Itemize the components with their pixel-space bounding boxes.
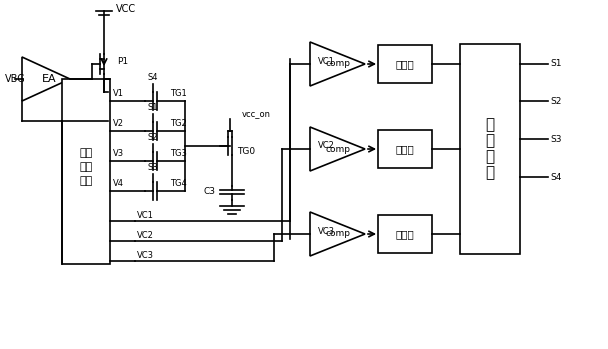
- Text: EA: EA: [42, 74, 57, 84]
- Bar: [378, 215, 432, 253]
- Text: 模块: 模块: [80, 177, 92, 186]
- Text: 电: 电: [485, 149, 494, 164]
- Text: V4: V4: [113, 179, 124, 188]
- Text: 路: 路: [485, 165, 494, 180]
- Text: P1: P1: [117, 57, 128, 66]
- Text: VC2: VC2: [318, 141, 335, 150]
- Text: comp: comp: [325, 230, 350, 238]
- Text: V3: V3: [113, 149, 124, 158]
- Text: 存储器: 存储器: [396, 144, 415, 154]
- Text: 分压: 分压: [80, 163, 92, 172]
- Text: S3: S3: [148, 163, 158, 172]
- Text: S1: S1: [550, 59, 562, 68]
- Text: TG4: TG4: [170, 178, 187, 187]
- Text: 电阻: 电阻: [80, 149, 92, 158]
- Text: 码: 码: [485, 134, 494, 149]
- Text: comp: comp: [325, 59, 350, 68]
- Text: TG3: TG3: [170, 149, 187, 157]
- Text: S4: S4: [148, 74, 158, 82]
- Text: VBG: VBG: [5, 74, 26, 84]
- Text: VC1: VC1: [318, 57, 335, 66]
- Text: 存储器: 存储器: [396, 59, 415, 69]
- Text: C3: C3: [204, 186, 216, 195]
- Text: S2: S2: [550, 97, 561, 105]
- Text: VC1: VC1: [137, 210, 154, 220]
- Bar: [62, 79, 110, 264]
- Text: V1: V1: [113, 89, 124, 98]
- Text: 译: 译: [485, 118, 494, 133]
- Text: VCC: VCC: [116, 4, 136, 14]
- Bar: [378, 130, 432, 168]
- Text: TG0: TG0: [237, 147, 255, 156]
- Text: VC2: VC2: [137, 230, 154, 239]
- Text: S2: S2: [148, 134, 158, 142]
- Text: VC3: VC3: [137, 251, 154, 260]
- Bar: [378, 45, 432, 83]
- Text: TG1: TG1: [170, 89, 187, 97]
- Text: S3: S3: [550, 134, 562, 143]
- Text: S1: S1: [148, 104, 158, 112]
- Text: 存储器: 存储器: [396, 229, 415, 239]
- Text: comp: comp: [325, 144, 350, 154]
- Text: vcc_on: vcc_on: [242, 110, 271, 119]
- Text: S4: S4: [550, 172, 561, 181]
- Text: VC3: VC3: [318, 227, 335, 236]
- Text: V2: V2: [113, 119, 124, 128]
- Text: TG2: TG2: [170, 119, 187, 127]
- Bar: [460, 44, 520, 254]
